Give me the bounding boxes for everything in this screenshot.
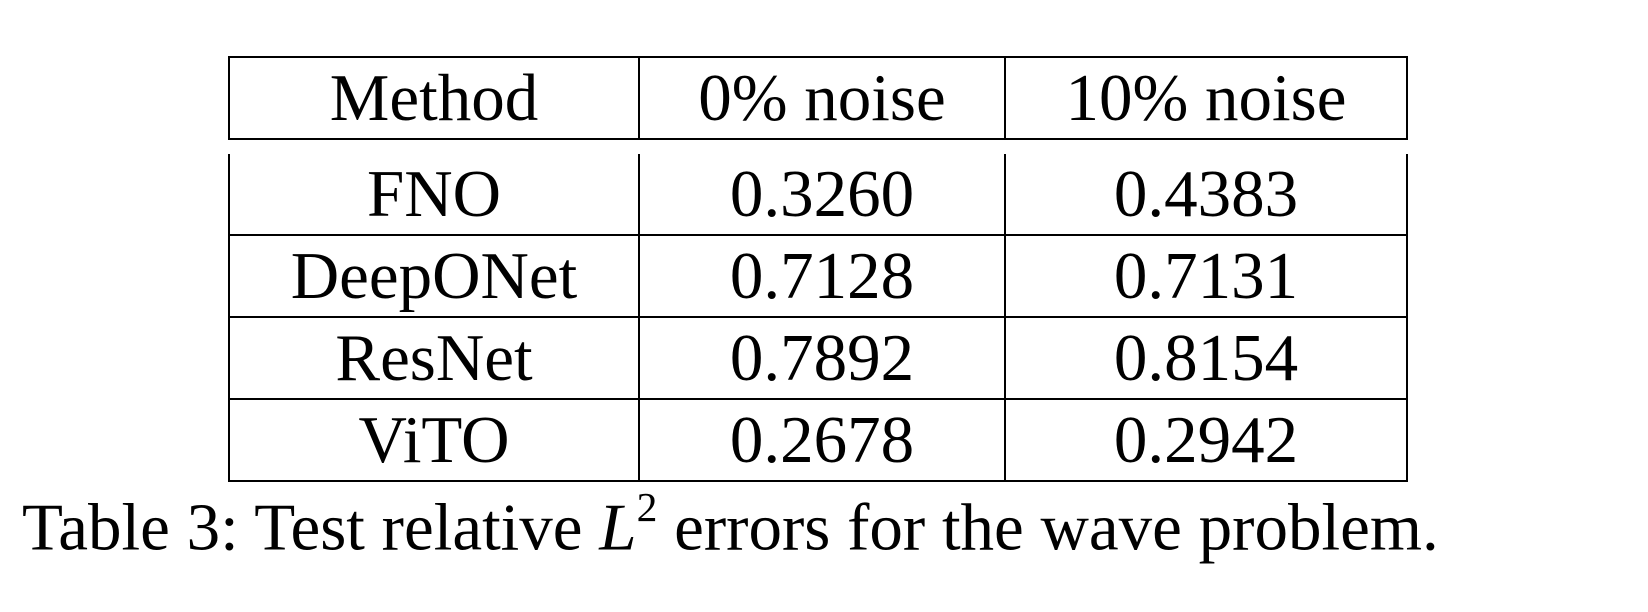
method-cell: DeepONet [228, 236, 640, 318]
table-row: DeepONet 0.7128 0.7131 [228, 236, 1408, 318]
noise-10-cell: 0.7131 [1006, 236, 1408, 318]
noise-10-cell-best: 0.2942 [1006, 400, 1408, 482]
method-cell: ViTO [228, 400, 640, 482]
noise-0-cell: 0.7892 [640, 318, 1006, 400]
table-row: FNO 0.3260 0.4383 [228, 154, 1408, 236]
header-method: Method [228, 56, 640, 140]
noise-10-cell: 0.8154 [1006, 318, 1408, 400]
caption-prefix: Table 3: Test relative [22, 490, 600, 565]
header-separator [228, 140, 1408, 154]
header-noise-0: 0% noise [640, 56, 1006, 140]
table-row: ViTO 0.2678 0.2942 [228, 400, 1408, 482]
table-caption: Table 3: Test relative L2 errors for the… [22, 486, 1622, 565]
table-row: ResNet 0.7892 0.8154 [228, 318, 1408, 400]
results-table: Method 0% noise 10% noise FNO 0.3260 0.4… [228, 56, 1408, 482]
noise-0-cell: 0.3260 [640, 154, 1006, 236]
noise-0-cell-best: 0.2678 [640, 400, 1006, 482]
caption-symbol: L [599, 490, 637, 565]
header-row: Method 0% noise 10% noise [228, 56, 1408, 140]
noise-0-cell: 0.7128 [640, 236, 1006, 318]
caption-superscript: 2 [636, 484, 658, 531]
header-noise-10: 10% noise [1006, 56, 1408, 140]
method-cell: FNO [228, 154, 640, 236]
method-cell: ResNet [228, 318, 640, 400]
noise-10-cell: 0.4383 [1006, 154, 1408, 236]
caption-suffix: errors for the wave problem. [657, 490, 1439, 565]
